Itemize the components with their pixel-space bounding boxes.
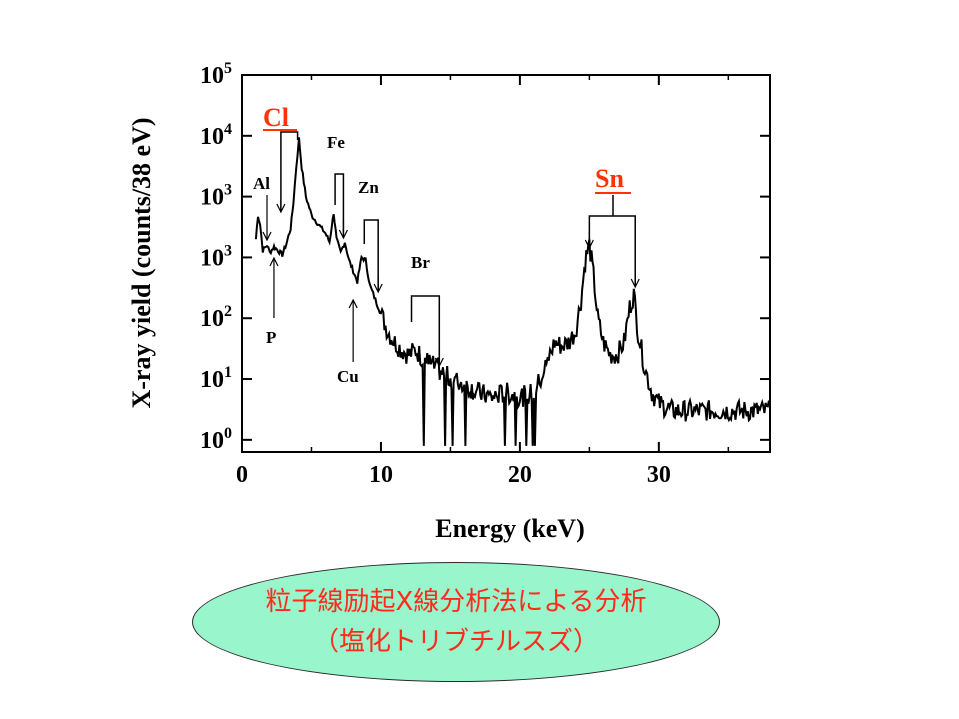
y-tick-label: 103: [200, 242, 232, 271]
br-bracket: [410, 295, 441, 364]
plot-area: 0 10 20 30 100 101 102 103 103 104 105: [200, 60, 771, 488]
y-tick-label: 105: [200, 60, 232, 89]
fe-arrow-head: [338, 229, 348, 240]
x-tick-label: 10: [369, 462, 393, 488]
y-tick-label: 103: [200, 182, 232, 211]
annotation-label-cl: Cl: [263, 103, 289, 132]
annotation-label-sn: Sn: [595, 164, 624, 193]
p-arrow-head: [269, 256, 279, 267]
cl-bracket: [280, 131, 299, 210]
y-tick-label: 101: [200, 364, 232, 393]
caption-ellipse: 粒子線励起X線分析法による分析 （塩化トリブチルスズ）: [192, 562, 720, 682]
annotation-label-cu: Cu: [337, 367, 359, 386]
zn-arrow-head: [373, 283, 383, 294]
sn-arrow-left-head: [584, 239, 594, 250]
y-tick-label: 100: [200, 425, 232, 454]
sn-bracket: [588, 215, 636, 285]
y-tick-label: 104: [200, 121, 232, 150]
annotation-label-fe: Fe: [327, 133, 345, 152]
peak-annotation-markers: [262, 129, 640, 368]
al-arrow-head: [262, 231, 272, 242]
annotation-label-p: P: [266, 328, 276, 347]
caption-line-1: 粒子線励起X線分析法による分析: [265, 587, 647, 617]
y-tick-label: 102: [200, 303, 232, 332]
y-axis-title: X-ray yield (counts/38 eV): [127, 117, 156, 408]
cu-arrow-head: [348, 298, 358, 309]
zn-bracket: [363, 219, 379, 290]
br-arrow-head: [434, 357, 444, 368]
annotation-label-br: Br: [411, 253, 430, 272]
x-axis-title: Energy (keV): [435, 514, 584, 543]
plot-frame: [241, 74, 771, 453]
x-tick-label: 30: [647, 462, 671, 488]
x-axis-ticks: 0 10 20 30: [236, 75, 730, 488]
spectrum-series-line: [254, 137, 770, 446]
sn-arrow-head: [630, 278, 640, 289]
caption-line-2: （塩化トリブチルスズ）: [312, 627, 599, 657]
y-axis-ticks: 100 101 102 103 103 104 105: [200, 60, 770, 454]
x-tick-label: 0: [236, 462, 248, 488]
x-tick-label: 20: [508, 462, 532, 488]
annotation-label-zn: Zn: [358, 178, 379, 197]
cl-arrow-head: [276, 203, 286, 214]
fe-bracket: [334, 173, 345, 238]
annotation-label-al: Al: [253, 174, 270, 193]
